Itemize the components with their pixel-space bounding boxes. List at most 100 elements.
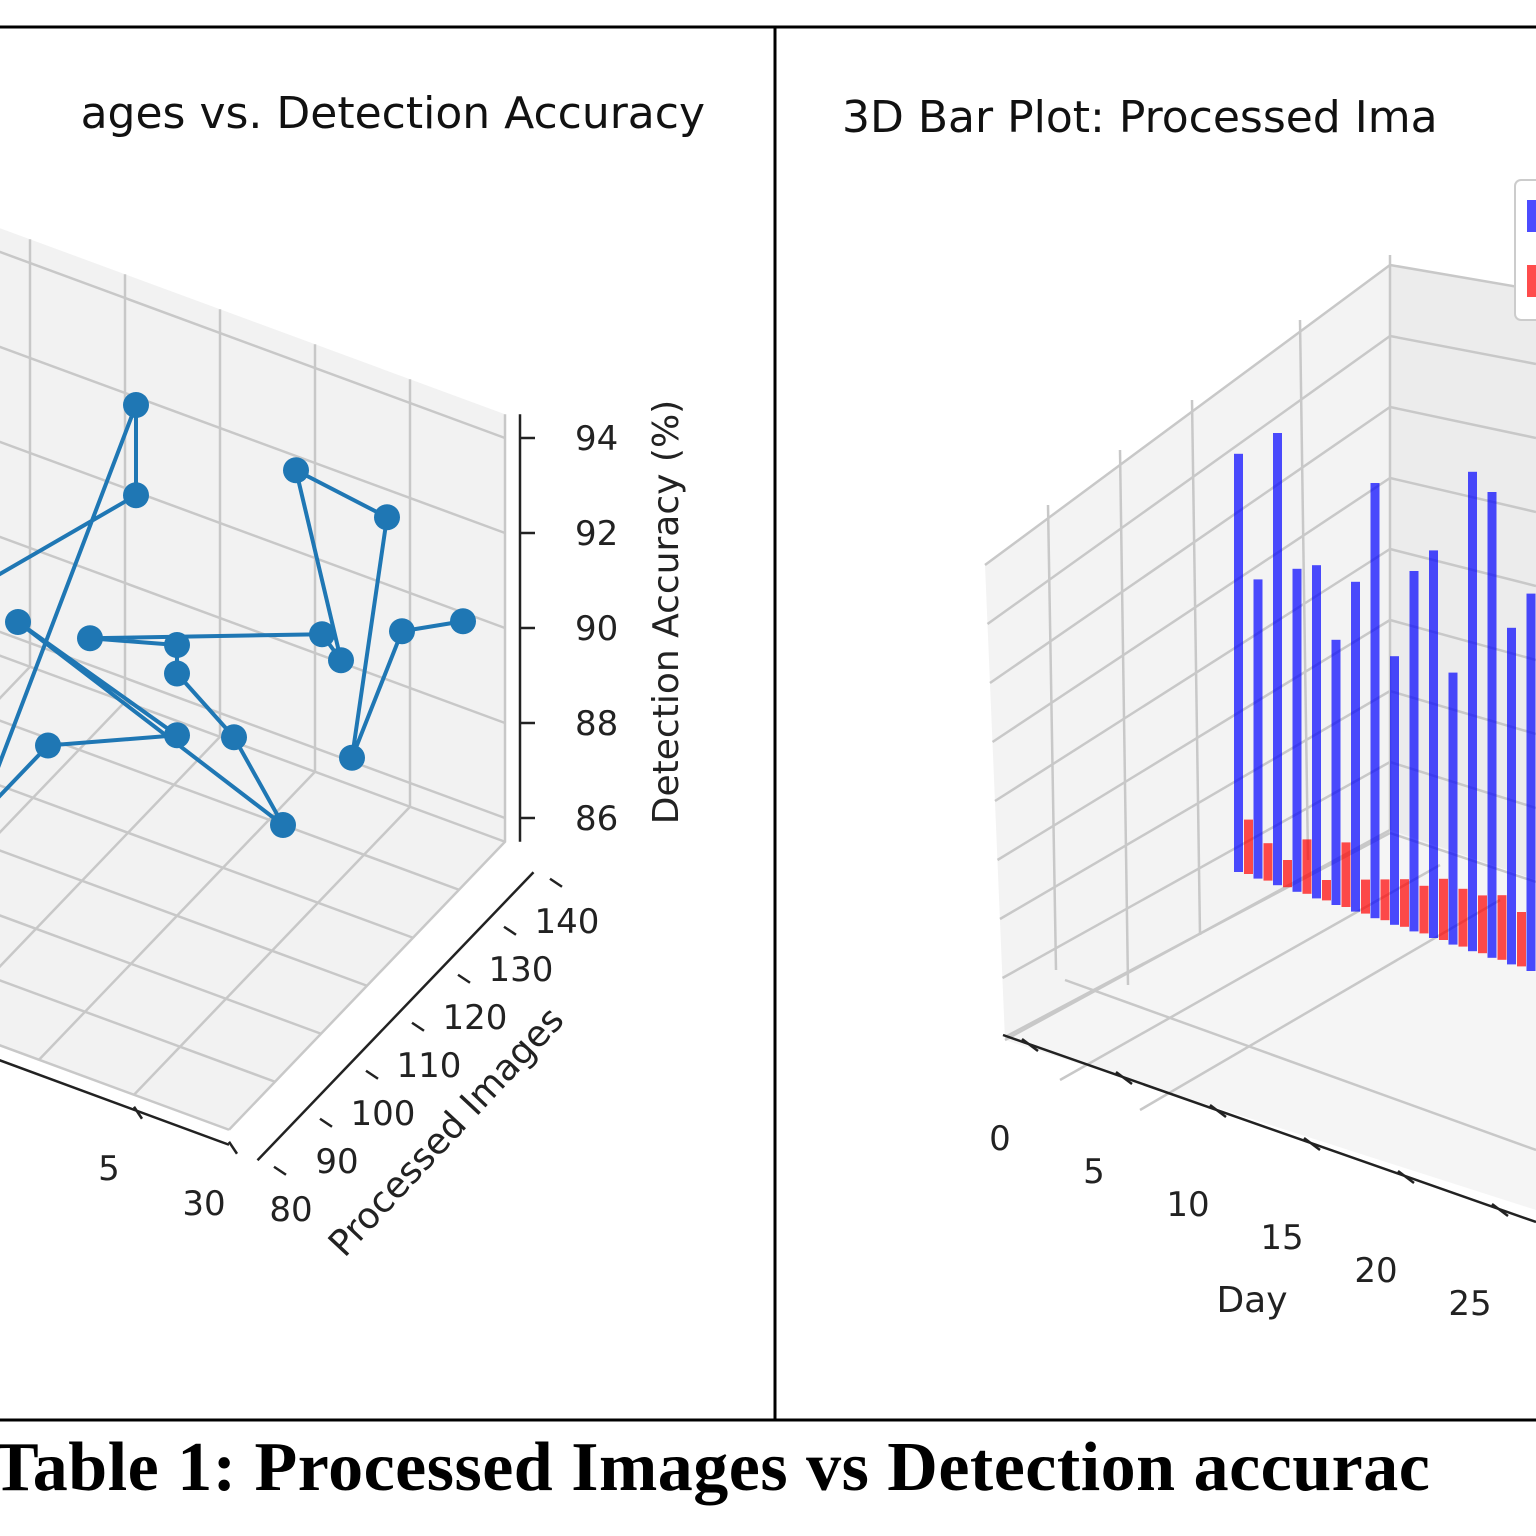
red-bar xyxy=(1458,888,1468,947)
grid-line xyxy=(1389,334,1536,366)
blue-bar xyxy=(1468,471,1477,952)
legend-swatch-blue xyxy=(1527,200,1536,232)
grid-line xyxy=(0,719,460,891)
x-tick-mark xyxy=(227,1141,239,1155)
x-axis-line xyxy=(0,1059,230,1146)
grid-line xyxy=(989,405,1391,685)
data-point-marker xyxy=(270,812,296,838)
grid-line xyxy=(991,476,1391,744)
data-point-marker xyxy=(328,647,354,674)
grid-line xyxy=(0,979,276,1083)
red-bar xyxy=(1478,895,1487,954)
red-bar xyxy=(1322,880,1331,901)
y-tick-mark xyxy=(503,925,517,936)
grid-line xyxy=(1389,476,1536,514)
y-tick-mark xyxy=(365,1069,379,1080)
left-pane xyxy=(985,265,1390,1040)
day-tick-mark xyxy=(1115,1071,1133,1085)
right-grid xyxy=(984,255,1536,1210)
blue-bar xyxy=(1448,672,1458,945)
blue-bar xyxy=(1331,639,1341,905)
right-chart-title: 3D Bar Plot: Processed Ima xyxy=(842,92,1438,143)
data-point-marker xyxy=(164,722,190,749)
grid-line xyxy=(1118,449,1130,986)
y-tick-label: 140 xyxy=(535,902,600,942)
bar-plot-3d: 3D Bar Plot: Processed Ima 0 5 10 15 20 25 Da… xyxy=(842,92,1536,1324)
z-tick-label: 94 xyxy=(575,419,618,459)
y-tick-label: 100 xyxy=(351,1094,416,1134)
y-axis-line xyxy=(256,871,535,1162)
day-tick-mark xyxy=(1209,1104,1227,1118)
grid-line xyxy=(1389,263,1536,292)
day-tick-mark xyxy=(1491,1203,1509,1217)
blue-bar xyxy=(1409,571,1419,932)
legend-swatch-red xyxy=(1527,265,1536,297)
grid-line xyxy=(0,440,506,630)
red-bar xyxy=(1380,879,1390,921)
day-tick-label: 10 xyxy=(1166,1185,1209,1225)
red-bar xyxy=(1341,842,1351,907)
right-ticks: 0 5 10 15 20 25 xyxy=(989,1033,1536,1324)
day-tick-label: 15 xyxy=(1260,1218,1303,1258)
data-point-marker xyxy=(164,660,190,687)
data-point-marker xyxy=(339,744,365,771)
data-point-marker xyxy=(309,621,335,648)
data-point-marker xyxy=(221,724,247,751)
day-tick-mark xyxy=(1303,1137,1321,1151)
red-bar xyxy=(1263,843,1273,881)
left-grid xyxy=(0,228,507,1131)
grid-line xyxy=(1001,760,1391,980)
data-point-marker xyxy=(123,392,149,418)
z-tick-label: 86 xyxy=(575,799,618,839)
data-point-marker xyxy=(164,632,190,658)
grid-line xyxy=(1004,828,1391,1042)
red-bar xyxy=(1517,912,1526,967)
red-bar xyxy=(1419,885,1429,934)
x-tick-mark xyxy=(132,1106,144,1120)
line-plot-3d: ages vs. Detection Accuracy 86 88 90 92 94 80… xyxy=(0,88,705,1265)
red-bar xyxy=(1400,879,1409,927)
grid-line xyxy=(0,250,506,440)
data-point-marker xyxy=(389,618,415,645)
blue-bar xyxy=(1526,593,1536,971)
grid-line xyxy=(0,1044,230,1131)
grid-line xyxy=(996,618,1391,862)
blue-bar xyxy=(1253,579,1263,879)
line-series xyxy=(0,392,476,838)
day-tick-mark xyxy=(1397,1170,1415,1184)
grid-line xyxy=(1190,399,1202,936)
day-tick-label: 0 xyxy=(989,1119,1011,1159)
blue-bar xyxy=(1487,492,1497,958)
data-point-marker xyxy=(77,625,103,652)
grid-line xyxy=(986,334,1391,626)
blue-bar xyxy=(1429,550,1438,938)
blue-bar xyxy=(1390,656,1399,925)
grid-line xyxy=(0,849,368,987)
legend xyxy=(1514,179,1536,321)
blue-bar xyxy=(1351,581,1360,912)
red-bar xyxy=(1361,879,1370,914)
day-tick-mark xyxy=(1021,1038,1039,1052)
floor-pane xyxy=(0,655,505,1130)
grid-line xyxy=(0,535,506,725)
grid-line xyxy=(0,654,506,843)
blue-bar xyxy=(1234,453,1243,872)
blue-bar xyxy=(1312,565,1321,899)
grid-line xyxy=(999,689,1391,921)
z-tick-label: 92 xyxy=(575,514,618,554)
grid-line xyxy=(0,345,506,535)
y-tick-label: 110 xyxy=(397,1046,462,1086)
red-bar xyxy=(1302,839,1312,894)
grid-line xyxy=(0,914,322,1035)
y-tick-mark xyxy=(411,1021,425,1032)
z-axis-label: Detection Accuracy (%) xyxy=(646,400,687,824)
grid-line xyxy=(0,630,506,820)
y-tick-mark xyxy=(457,973,471,984)
grid-line xyxy=(984,263,1391,567)
left-chart-title: ages vs. Detection Accuracy xyxy=(81,88,705,139)
day-tick-label: 25 xyxy=(1448,1284,1491,1324)
day-tick-label: 20 xyxy=(1354,1251,1397,1291)
data-point-marker xyxy=(374,504,400,531)
grid-line xyxy=(1389,405,1536,440)
